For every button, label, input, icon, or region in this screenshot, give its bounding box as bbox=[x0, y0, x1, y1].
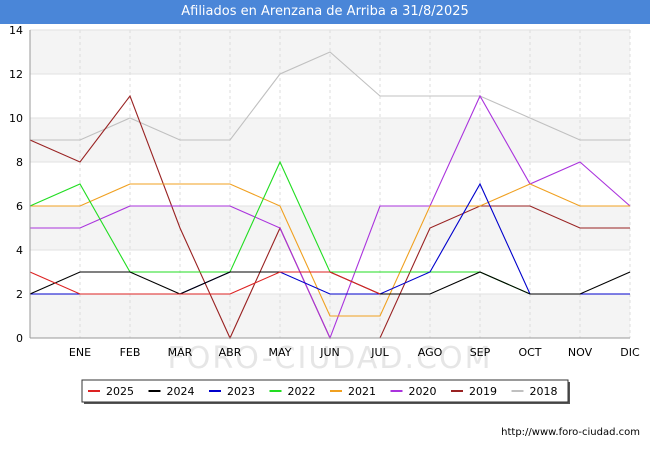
axes: 0 2 4 6 8 10 12 14 ENE FEB MAR ABR MAY JUN JUL AGO SEP OC… bbox=[9, 24, 640, 359]
x-tick-label: ENE bbox=[69, 346, 91, 359]
y-tick-label: 8 bbox=[16, 156, 23, 169]
y-tick-label: 14 bbox=[9, 24, 23, 37]
legend-label-2019: 2019 bbox=[469, 385, 497, 398]
y-tick-label: 12 bbox=[9, 68, 23, 81]
series-line-2018 bbox=[30, 51, 630, 141]
legend-label-2023: 2023 bbox=[227, 385, 255, 398]
legend-label-2018: 2018 bbox=[530, 385, 558, 398]
legend-label-2025: 2025 bbox=[106, 385, 134, 398]
x-tick-label: NOV bbox=[568, 346, 593, 359]
plot-bands bbox=[30, 30, 630, 338]
legend: 2025 2024 2023 2022 2021 2020 2019 2018 bbox=[81, 379, 570, 404]
series-line-2021 bbox=[30, 183, 630, 317]
y-tick-label: 0 bbox=[16, 332, 23, 345]
y-tick-label: 10 bbox=[9, 112, 23, 125]
y-tick-label: 4 bbox=[16, 244, 23, 257]
legend-label-2021: 2021 bbox=[348, 385, 376, 398]
chart-title: Afiliados en Arenzana de Arriba a 31/8/2… bbox=[0, 0, 650, 24]
source-url: http://www.foro-ciudad.com bbox=[501, 427, 640, 438]
legend-box bbox=[81, 379, 569, 403]
x-tick-label: AGO bbox=[418, 346, 443, 359]
legend-label-2024: 2024 bbox=[167, 385, 195, 398]
legend-label-2020: 2020 bbox=[409, 385, 437, 398]
x-tick-label: MAY bbox=[269, 346, 292, 359]
watermark: FORO-CIUDAD.COM bbox=[168, 341, 493, 376]
x-tick-label: MAR bbox=[168, 346, 193, 359]
x-tick-label: DIC bbox=[620, 346, 640, 359]
x-tick-label: FEB bbox=[120, 346, 141, 359]
x-tick-label: JUN bbox=[319, 346, 340, 359]
legend-label-2022: 2022 bbox=[288, 385, 316, 398]
x-tick-label: ABR bbox=[219, 346, 242, 359]
y-tick-label: 6 bbox=[16, 200, 23, 213]
x-tick-label: JUL bbox=[370, 346, 389, 359]
x-tick-label: SEP bbox=[470, 346, 491, 359]
series-line-2025 bbox=[29, 271, 381, 295]
y-tick-label: 2 bbox=[16, 288, 23, 301]
x-tick-label: OCT bbox=[518, 346, 541, 359]
